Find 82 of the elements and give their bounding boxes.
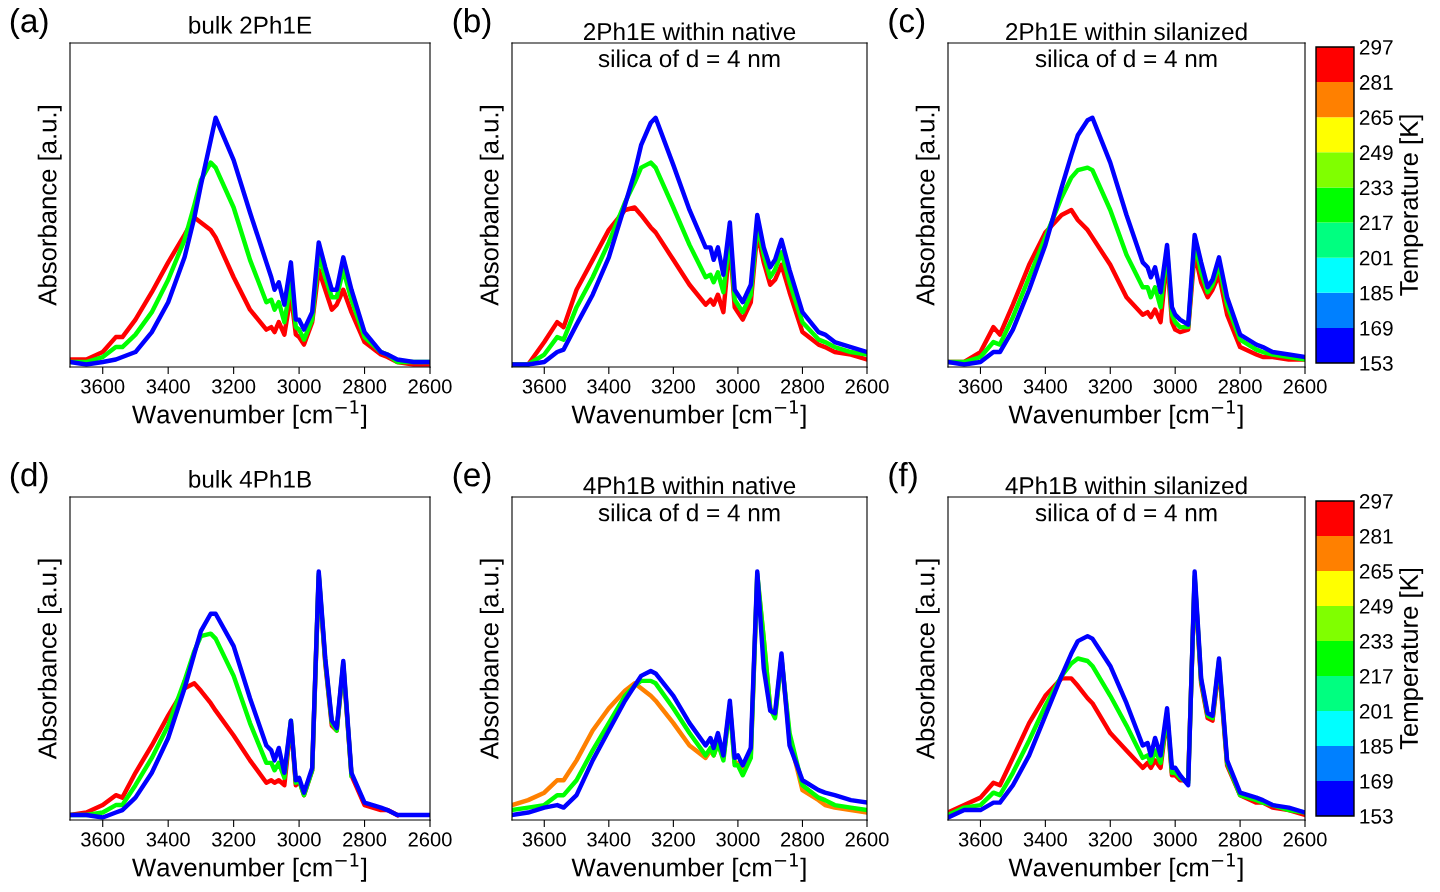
color-bar-label: 169 [1360, 320, 1393, 336]
x-tick-label: 2800 [343, 832, 387, 847]
x-tick-label: 3400 [1023, 379, 1067, 394]
text: (a) [10, 8, 48, 40]
color-bar-label: 281 [1359, 529, 1393, 544]
text: (d) [10, 462, 48, 494]
color-bar-label: 217 [1359, 215, 1393, 231]
y-axis-title: Absorbance [a.u.] [915, 106, 940, 306]
x-tick-label: 3400 [1023, 832, 1067, 847]
color-bar-label: 233 [1359, 180, 1393, 196]
x-tick-label: 2600 [408, 832, 452, 847]
color-bar-label: 281 [1359, 75, 1393, 90]
color-bar-label: 185 [1360, 739, 1393, 754]
x-tick-label: 3600 [522, 832, 566, 847]
color-bar-label: 217 [1359, 669, 1393, 684]
text: (b) [453, 8, 491, 40]
color-bar-title: Temperature [K] [1399, 568, 1424, 750]
x-tick-label: 2800 [1218, 379, 1262, 394]
color-bar-label: 201 [1359, 250, 1393, 266]
color-bar-label: 297 [1359, 494, 1393, 509]
x-tick-label: 3200 [1088, 832, 1132, 847]
x-tick-label: 3000 [1153, 832, 1197, 847]
chart-title: 2Ph1E within native silica of d = 4 nm [583, 22, 796, 68]
x-tick-label: 3200 [212, 379, 256, 394]
chart-title: 4Ph1B within native silica of d = 4 nm [583, 476, 796, 522]
x-tick-label: 3400 [587, 379, 631, 394]
x-tick-label: 3600 [81, 379, 125, 394]
x-tick-label: 3200 [651, 832, 695, 847]
x-tick-label: 2800 [781, 379, 825, 394]
x-tick-label: 3400 [146, 379, 190, 394]
color-bar-label: 153 [1360, 809, 1393, 824]
x-tick-label: 2800 [1218, 832, 1262, 847]
x-tick-label: 3600 [81, 832, 125, 847]
color-bar-label: 249 [1359, 145, 1393, 161]
x-tick-label: 2800 [781, 832, 825, 847]
x-tick-label: 3000 [1153, 379, 1197, 394]
color-bar-label: 249 [1359, 599, 1393, 614]
x-tick-label: 2600 [1283, 832, 1327, 847]
color-bar-label: 297 [1359, 40, 1393, 55]
color-bar-label: 153 [1360, 356, 1393, 371]
text: (c) [889, 8, 925, 40]
color-bar-label: 169 [1360, 774, 1393, 789]
x-tick-label: 2600 [845, 832, 889, 847]
x-tick-label: 3200 [651, 379, 695, 394]
x-tick-label: 3600 [958, 832, 1003, 847]
x-tick-label: 3600 [958, 379, 1003, 394]
text: (f) [889, 462, 917, 494]
color-bar-label: 265 [1359, 564, 1393, 579]
x-tick-label: 2600 [845, 379, 889, 394]
x-tick-label: 3000 [277, 379, 321, 394]
y-axis-title: Absorbance [a.u.] [479, 106, 504, 306]
chart-title: bulk 2Ph1E [189, 15, 312, 34]
y-axis-title: Absorbance [a.u.] [37, 106, 62, 306]
x-axis-title: Wavenumber [cm$^{−1}$] [571, 853, 806, 882]
x-tick-label: 2600 [408, 379, 452, 394]
x-axis-title: Wavenumber [cm$^{−1}$] [1008, 853, 1243, 882]
x-axis-title: Wavenumber [cm$^{−1}$] [132, 853, 367, 882]
x-tick-label: 3200 [212, 832, 256, 847]
y-axis-title: Absorbance [a.u.] [37, 559, 62, 760]
x-tick-label: 3400 [146, 832, 190, 847]
x-tick-label: 2800 [343, 379, 387, 394]
y-axis-title: Absorbance [a.u.] [479, 559, 504, 760]
x-axis-title: Wavenumber [cm$^{−1}$] [1008, 400, 1243, 429]
x-tick-label: 3000 [716, 379, 760, 394]
color-bar-label: 265 [1359, 110, 1393, 125]
chart-title: bulk 4Ph1B [189, 470, 311, 488]
color-bar-label: 233 [1359, 634, 1393, 649]
x-axis-title: Wavenumber [cm$^{−1}$] [132, 400, 367, 429]
x-tick-label: 3400 [587, 832, 631, 847]
x-tick-label: 3200 [1088, 379, 1132, 394]
color-bar-label: 185 [1360, 285, 1393, 301]
text: (e) [453, 462, 491, 494]
y-axis-title: Absorbance [a.u.] [915, 559, 940, 760]
color-bar-label: 201 [1359, 704, 1393, 719]
x-axis-title: Wavenumber [cm$^{−1}$] [571, 400, 806, 429]
chart-title: 2Ph1E within silanized silica of d = 4 nm [1006, 22, 1247, 68]
x-tick-label: 3000 [716, 832, 760, 847]
x-tick-label: 3600 [522, 379, 566, 394]
color-bar-title: Temperature [K] [1399, 115, 1424, 296]
x-tick-label: 3000 [277, 832, 321, 847]
chart-title: 4Ph1B within silanized silica of d = 4 nm [1005, 476, 1247, 522]
x-tick-label: 2600 [1283, 379, 1327, 394]
